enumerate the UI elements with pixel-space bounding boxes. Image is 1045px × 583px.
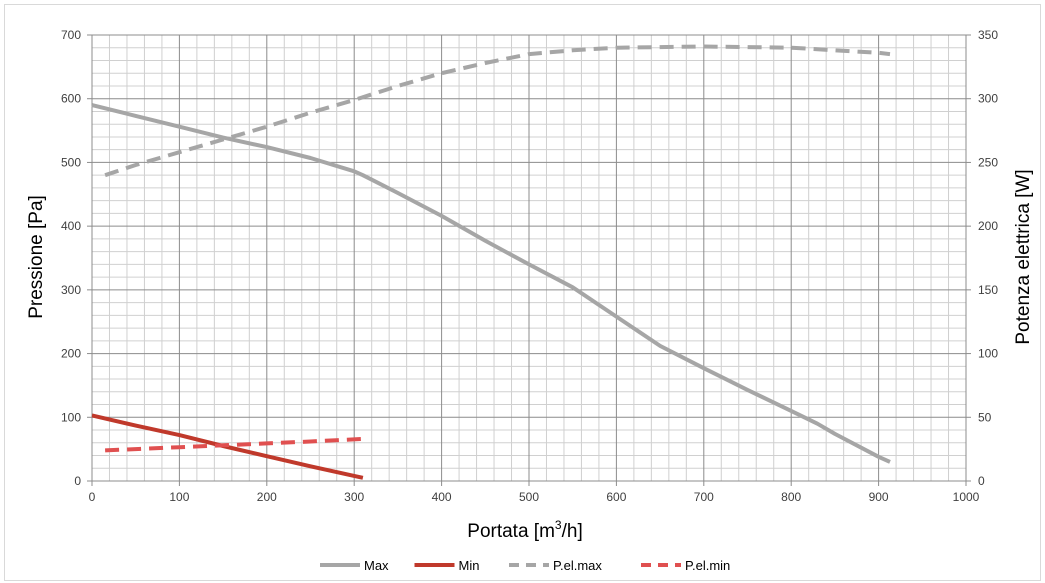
y2-tick-label: 50 — [978, 410, 992, 424]
y2-tick-label: 300 — [978, 92, 998, 106]
y2-tick-label: 100 — [978, 347, 998, 361]
x-tick-label: 1000 — [953, 490, 980, 504]
y-tick-label: 100 — [61, 410, 81, 424]
y-axis-title: Pressione [Pa] — [26, 195, 47, 319]
series-line-max — [91, 103, 891, 464]
x-axis-title-tail: /h] — [562, 521, 583, 542]
y-tick-label: 300 — [61, 283, 81, 297]
x-tick-label: 600 — [606, 490, 626, 504]
series-line-min — [91, 413, 364, 480]
y2-tick-label: 150 — [978, 283, 998, 297]
x-tick-label: 200 — [257, 490, 277, 504]
x-tick-label: 0 — [89, 490, 96, 504]
y2-axis-title: Potenza elettrica [W] — [1013, 169, 1034, 344]
x-axis-title: Portata [m3/h] — [467, 518, 582, 542]
x-tick-label: 500 — [519, 490, 539, 504]
y2-tick-label: 250 — [978, 155, 998, 169]
series-line-p-el-min — [105, 436, 363, 453]
series-layer — [91, 44, 891, 480]
y-tick-label: 0 — [74, 474, 81, 488]
x-tick-label: 800 — [781, 490, 801, 504]
tick-labels: 0 100 200 300 400 500 600 700 800 900 100001002003… — [61, 28, 998, 504]
y-tick-label: 700 — [61, 28, 81, 42]
x-tick-label: 700 — [694, 490, 714, 504]
y2-tick-label: 0 — [978, 474, 985, 488]
legend-label-p-el-min: P.el.min — [685, 558, 730, 573]
series-line-p-el-max — [104, 44, 891, 178]
y-tick-label: 600 — [61, 92, 81, 106]
legend-label-p-el-max: P.el.max — [553, 558, 602, 573]
x-tick-label: 900 — [869, 490, 889, 504]
y2-tick-label: 350 — [978, 28, 998, 42]
x-tick-label: 400 — [432, 490, 452, 504]
legend: Max Min P.el.max P.el.min — [320, 558, 730, 573]
y-tick-label: 200 — [61, 347, 81, 361]
x-axis-title-base: Portata [m — [467, 521, 555, 542]
major-grid — [91, 34, 967, 482]
legend-label-min: Min — [459, 558, 480, 573]
legend-label-max: Max — [364, 558, 389, 573]
y-tick-label: 500 — [61, 155, 81, 169]
x-axis-title-sup: 3 — [555, 518, 562, 532]
y2-tick-label: 200 — [978, 219, 998, 233]
chart-frame — [4, 4, 1041, 581]
x-tick-label: 300 — [344, 490, 364, 504]
y-tick-label: 400 — [61, 219, 81, 233]
x-tick-label: 100 — [169, 490, 189, 504]
